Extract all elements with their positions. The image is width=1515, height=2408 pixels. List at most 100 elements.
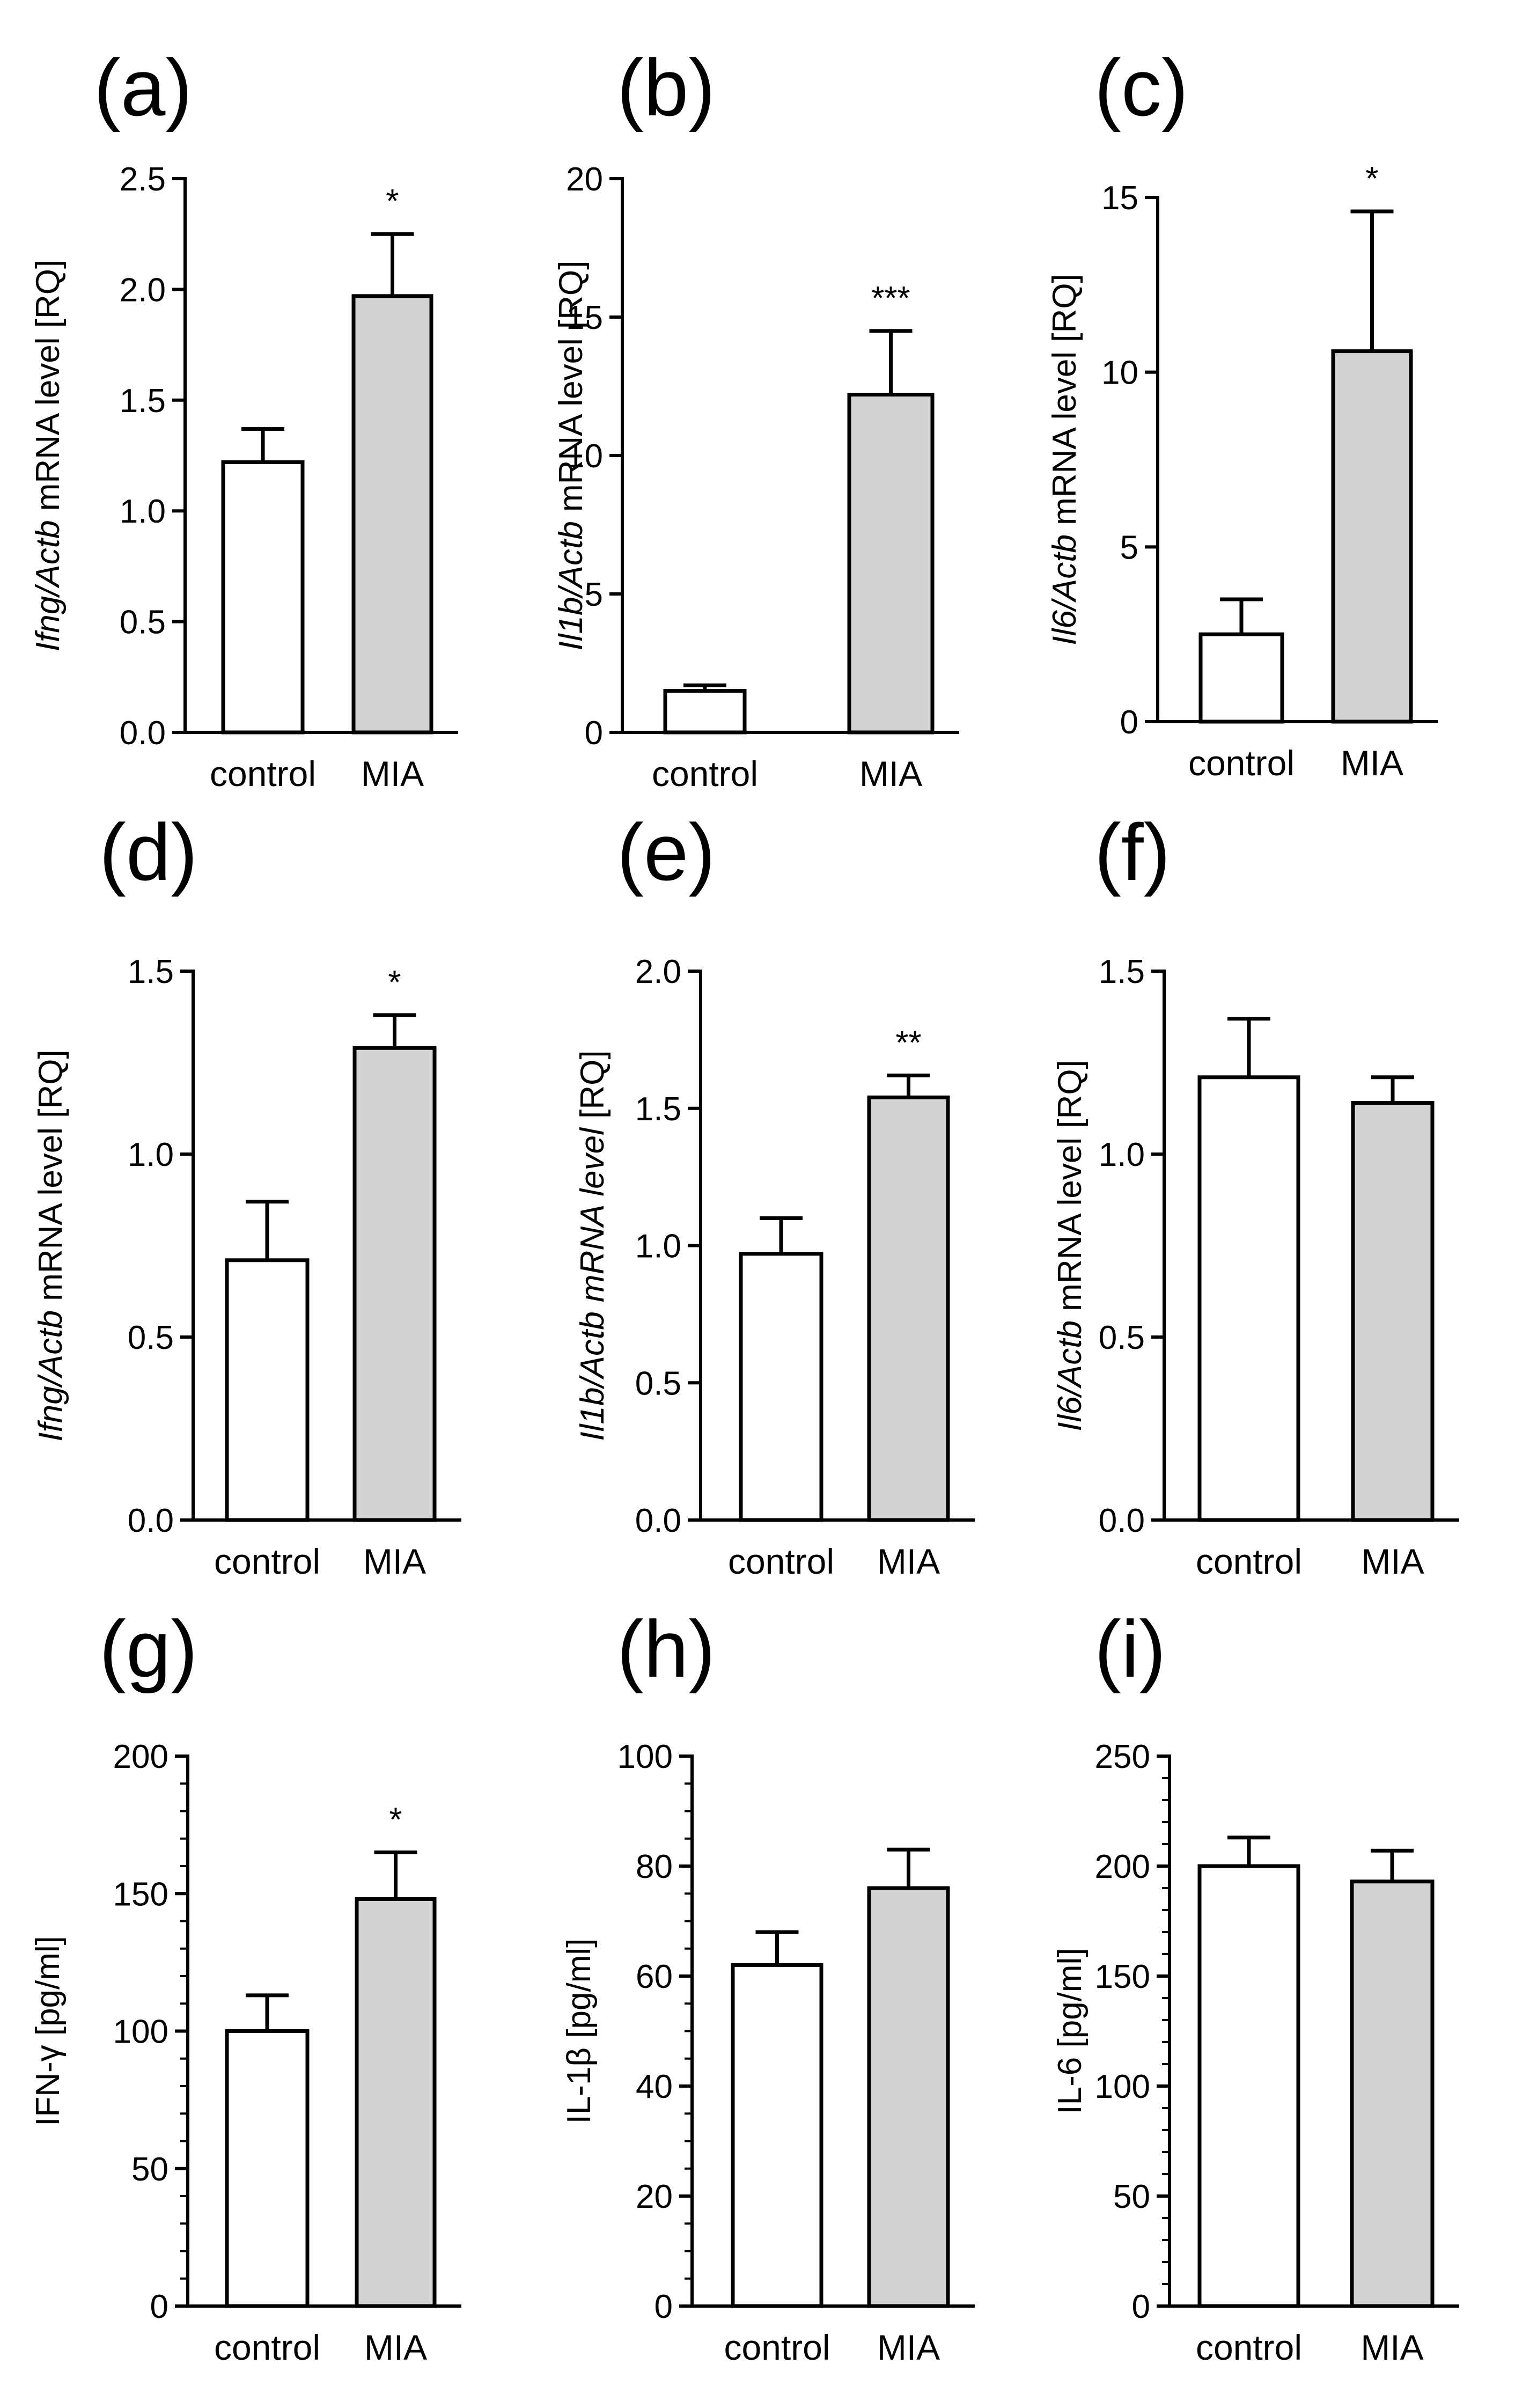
y-tick-label: 200 xyxy=(113,1738,168,1775)
category-label: control xyxy=(1196,1541,1302,1581)
category-label: control xyxy=(728,1541,834,1581)
category-label: MIA xyxy=(1360,2328,1423,2367)
panel-label: (f) xyxy=(1094,807,1171,897)
y-tick-label: 0 xyxy=(150,2288,168,2325)
bar-control xyxy=(1197,1864,1300,2308)
y-tick-label: 150 xyxy=(113,1876,168,1913)
y-tick-label: 1.0 xyxy=(1099,1136,1145,1173)
y-tick-label: 1.5 xyxy=(128,953,174,990)
bar-control xyxy=(225,1258,310,1522)
y-axis-label: IL-1β [pg/ml] xyxy=(561,1939,598,2124)
significance-marker: * xyxy=(386,183,399,220)
category-label: control xyxy=(1196,2328,1302,2367)
y-axis-label-italic: Il6/Actb xyxy=(1046,534,1083,645)
category-label: MIA xyxy=(363,1541,426,1581)
category-label: control xyxy=(210,754,316,794)
y-tick-label: 40 xyxy=(636,2068,673,2105)
y-axis-label-rest: IL-1β [pg/ml] xyxy=(561,1939,598,2124)
y-tick-label: 0 xyxy=(1132,2288,1150,2325)
category-label: MIA xyxy=(859,754,922,794)
category-label: MIA xyxy=(1341,743,1403,783)
panel-label: (b) xyxy=(617,42,715,133)
y-tick-label: 10 xyxy=(1101,355,1138,392)
y-tick-label: 0 xyxy=(1120,704,1138,741)
y-axis-label-italic: Il6/Actb xyxy=(1051,1320,1089,1431)
category-label: control xyxy=(724,2328,830,2367)
y-tick-label: 20 xyxy=(636,2178,673,2215)
y-tick-label: 1.5 xyxy=(1099,953,1145,990)
y-tick-label: 80 xyxy=(636,1848,673,1885)
y-tick-label: 0 xyxy=(585,715,603,752)
y-tick-label: 20 xyxy=(566,161,603,198)
panel-label: (c) xyxy=(1094,42,1188,133)
category-label: MIA xyxy=(877,2328,940,2367)
y-tick-label: 50 xyxy=(1113,2178,1150,2215)
y-tick-label: 1.5 xyxy=(120,383,166,420)
y-tick-label: 0 xyxy=(654,2288,673,2325)
y-axis-label: IL-6 [pg/ml] xyxy=(1051,1948,1089,2114)
y-axis-label-rest: mRNA level [RQ] xyxy=(1051,1060,1089,1320)
chart-panel-4: (d) control * MIA 0.0 0.5 1.0 1.5 Ifng/Actb mRNA… xyxy=(32,807,461,1581)
y-tick-label: 5 xyxy=(585,576,603,613)
significance-marker: * xyxy=(389,1801,402,1838)
significance-marker: ** xyxy=(895,1024,921,1061)
chart-panel-7: (g) control * MIA 0 50 100 150 200 IFN-γ [pg/ml] xyxy=(30,1604,461,2367)
panel-label: (i) xyxy=(1094,1604,1166,1694)
category-label: control xyxy=(1188,743,1295,783)
bar-mia xyxy=(1351,1101,1435,1522)
y-tick-label: 0.5 xyxy=(635,1365,681,1402)
y-tick-label: 100 xyxy=(113,2014,168,2051)
chart-panel-8: (h) control MIA 0 20 40 60 80 100 IL-1β [pg/ml] xyxy=(561,1604,975,2367)
y-tick-label: 0.0 xyxy=(120,715,166,752)
y-tick-label: 2.0 xyxy=(635,953,681,990)
y-tick-label: 250 xyxy=(1095,1738,1150,1775)
bar-control xyxy=(1197,1075,1300,1522)
y-tick-label: 0.5 xyxy=(120,604,166,641)
category-label: MIA xyxy=(1361,1541,1424,1581)
y-tick-label: 0.5 xyxy=(1099,1319,1145,1356)
chart-panel-2: (b) control *** MIA 0 5 10 15 20 Il1b/Actb mRNA l… xyxy=(553,42,959,794)
category-label: MIA xyxy=(877,1541,940,1581)
panel-label: (g) xyxy=(99,1604,197,1694)
y-axis-label-italic: Il1b/Actb xyxy=(553,521,590,650)
y-tick-label: 150 xyxy=(1095,1958,1150,1995)
bar-control xyxy=(221,460,305,735)
bar-control xyxy=(739,1252,823,1522)
y-tick-label: 100 xyxy=(617,1738,673,1775)
bar-control xyxy=(663,689,747,735)
y-axis-label: IFN-γ [pg/ml] xyxy=(30,1936,67,2126)
y-axis-label-italic: Ifng/Actb xyxy=(32,1310,69,1442)
y-axis-label: Il6/Actb mRNA level [RQ] xyxy=(1046,274,1083,645)
y-axis-label: Il1b/Actb mRNA level [RQ] xyxy=(553,260,590,650)
y-axis-label: Ifng/Actb mRNA level [RQ] xyxy=(32,1049,69,1441)
chart-panel-9: (i) control MIA 0 50 100 150 200 250 IL-6 [pg/ml] xyxy=(1051,1604,1459,2367)
bar-mia xyxy=(867,1886,950,2308)
y-tick-label: 15 xyxy=(566,299,603,336)
chart-panel-5: (e) control ** MIA 0.0 0.5 1.0 1.5 2.0 Il1b/Actb … xyxy=(574,807,975,1581)
y-tick-label: 200 xyxy=(1095,1848,1150,1885)
bar-control xyxy=(1198,632,1284,724)
bar-control xyxy=(225,2029,310,2308)
y-tick-label: 2.0 xyxy=(120,271,166,309)
bar-mia xyxy=(352,1046,437,1522)
y-tick-label: 0.0 xyxy=(635,1502,681,1539)
y-axis-label: Il6/Actb mRNA level [RQ] xyxy=(1051,1060,1089,1431)
y-tick-label: 2.5 xyxy=(120,161,166,198)
y-tick-label: 10 xyxy=(566,438,603,475)
y-axis-label-rest: mRNA level [RQ] xyxy=(32,1049,69,1310)
bar-mia xyxy=(847,392,935,735)
y-axis-label-rest: [RQ] xyxy=(574,1050,611,1128)
y-axis-label: Il1b/Actb mRNA level [RQ] xyxy=(574,1050,611,1441)
y-tick-label: 1.0 xyxy=(120,493,166,530)
y-axis-label: Ifng/Actb mRNA level [RQ] xyxy=(30,260,67,651)
chart-panel-1: (a) control * MIA 0.0 0.5 1.0 1.5 2.0 2.5 Ifng/Act… xyxy=(30,42,458,794)
chart-panel-3: (c) control * MIA 0 5 10 15 Il6/Actb mRNA level … xyxy=(1046,42,1438,783)
y-axis-label-rest: mRNA level [RQ] xyxy=(553,260,590,521)
bar-mia xyxy=(351,294,433,735)
bar-mia xyxy=(1331,349,1413,724)
significance-marker: * xyxy=(1365,160,1378,197)
y-tick-label: 1.0 xyxy=(635,1228,681,1265)
category-label: control xyxy=(214,1541,320,1581)
bar-mia xyxy=(867,1095,950,1522)
